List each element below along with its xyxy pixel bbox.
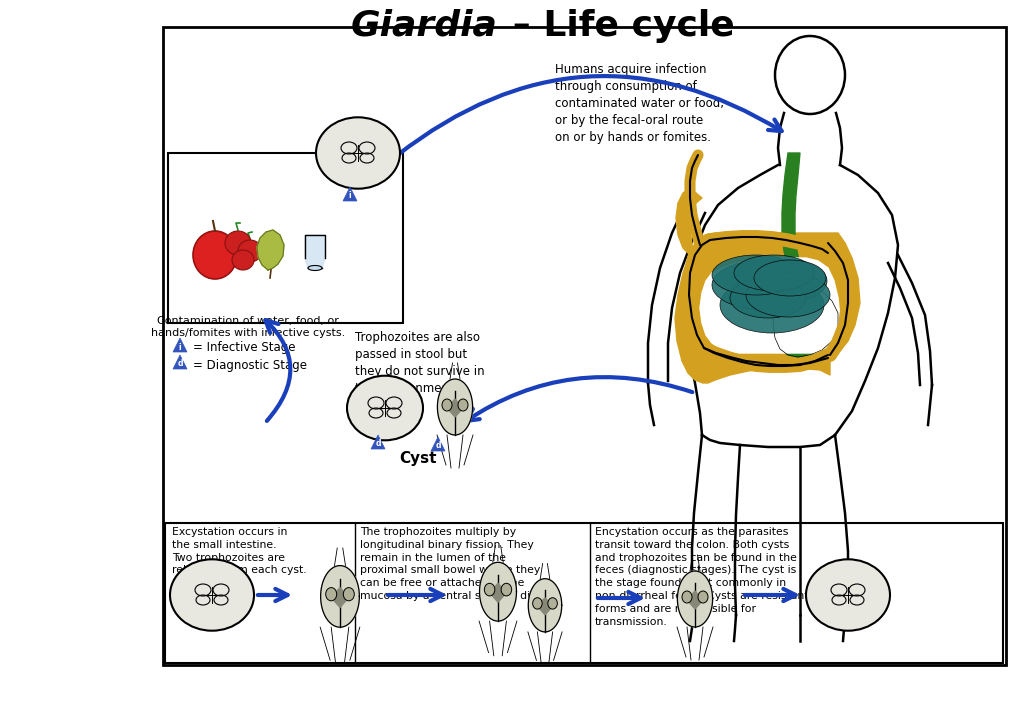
Text: Humans acquire infection
through consumption of
contaminated water or food,
or b: Humans acquire infection through consump… — [555, 63, 724, 144]
Bar — [168, 153, 403, 323]
Ellipse shape — [326, 588, 337, 601]
Polygon shape — [675, 233, 860, 383]
Polygon shape — [782, 153, 806, 278]
Ellipse shape — [734, 255, 814, 291]
Polygon shape — [173, 338, 187, 352]
Text: d: d — [177, 359, 182, 369]
Polygon shape — [676, 188, 702, 265]
Ellipse shape — [442, 399, 452, 411]
Ellipse shape — [193, 231, 237, 279]
Ellipse shape — [712, 255, 800, 295]
Polygon shape — [321, 565, 359, 627]
Ellipse shape — [806, 560, 890, 630]
Ellipse shape — [343, 588, 354, 601]
Ellipse shape — [347, 376, 423, 440]
Text: Contamination of water, food, or
hands/fomites with infective cysts.: Contamination of water, food, or hands/f… — [151, 316, 345, 338]
Text: d: d — [375, 440, 381, 448]
Ellipse shape — [501, 583, 512, 596]
Ellipse shape — [238, 240, 262, 262]
Ellipse shape — [730, 278, 806, 318]
Ellipse shape — [682, 591, 692, 603]
Ellipse shape — [232, 250, 254, 270]
Polygon shape — [331, 588, 349, 607]
Polygon shape — [343, 187, 357, 201]
Polygon shape — [173, 355, 187, 369]
Polygon shape — [700, 258, 840, 353]
Ellipse shape — [754, 260, 826, 296]
Bar — [163, 27, 1006, 665]
Text: Encystation occurs as the parasites
transit toward the colon. Both cysts
and tro: Encystation occurs as the parasites tran… — [595, 527, 809, 627]
Text: = Diagnostic Stage: = Diagnostic Stage — [193, 359, 307, 372]
Text: Excystation occurs in
the small intestine.
Two trophozoites are
released from ea: Excystation occurs in the small intestin… — [172, 527, 306, 576]
Polygon shape — [678, 571, 713, 627]
Polygon shape — [257, 230, 284, 270]
Text: i: i — [349, 192, 351, 200]
Polygon shape — [431, 437, 445, 451]
Text: d: d — [435, 442, 440, 450]
Polygon shape — [489, 583, 507, 602]
Polygon shape — [437, 379, 473, 435]
Polygon shape — [371, 435, 385, 449]
Text: Trophozoites are also
passed in stool but
they do not survive in
the environment: Trophozoites are also passed in stool bu… — [355, 331, 484, 395]
Text: – Life cycle: – Life cycle — [500, 9, 735, 43]
Text: i: i — [178, 343, 181, 351]
Text: = Infective Stage: = Infective Stage — [193, 341, 296, 354]
Ellipse shape — [308, 265, 322, 270]
Ellipse shape — [720, 277, 824, 333]
Polygon shape — [479, 562, 516, 621]
Ellipse shape — [316, 117, 400, 189]
Text: Giardia: Giardia — [351, 9, 498, 43]
Text: Cyst: Cyst — [399, 451, 437, 466]
Ellipse shape — [712, 261, 808, 309]
Ellipse shape — [737, 259, 827, 303]
Ellipse shape — [698, 591, 708, 603]
Polygon shape — [528, 578, 562, 632]
Ellipse shape — [225, 231, 251, 255]
Polygon shape — [773, 278, 838, 357]
Ellipse shape — [484, 583, 495, 596]
Polygon shape — [447, 399, 463, 417]
Ellipse shape — [746, 273, 830, 317]
Bar — [165, 523, 1002, 663]
Ellipse shape — [548, 598, 557, 609]
Polygon shape — [305, 235, 325, 268]
Polygon shape — [687, 591, 703, 609]
Ellipse shape — [532, 598, 542, 609]
Ellipse shape — [170, 560, 254, 630]
Polygon shape — [538, 598, 553, 615]
Text: The trophozoites multiply by
longitudinal binary fission. They
remain in the lum: The trophozoites multiply by longitudina… — [360, 527, 546, 601]
Ellipse shape — [458, 399, 468, 411]
